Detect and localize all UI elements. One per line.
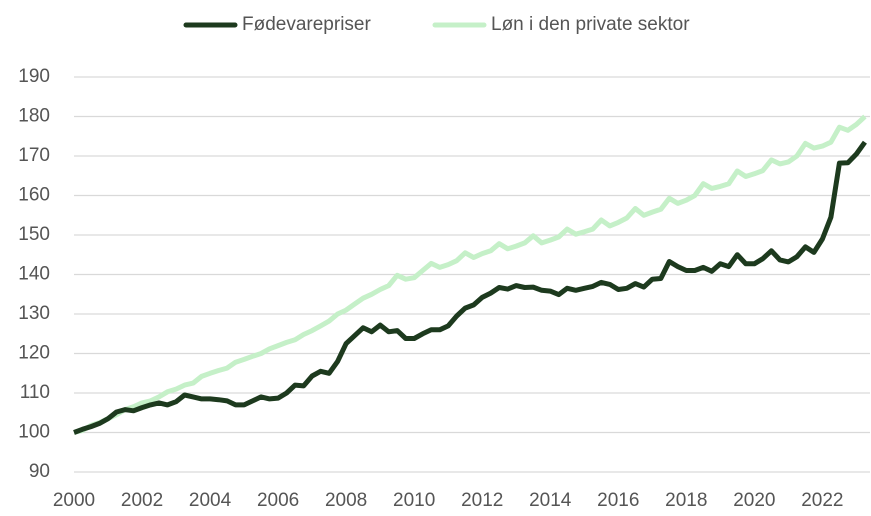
x-tick-label: 2004 bbox=[189, 490, 232, 511]
y-tick-label: 130 bbox=[18, 303, 50, 324]
y-tick-label: 90 bbox=[29, 461, 50, 482]
x-tick-label: 2008 bbox=[325, 490, 367, 511]
x-tick-label: 2014 bbox=[529, 490, 572, 511]
x-tick-label: 2016 bbox=[597, 490, 639, 511]
x-tick-label: 2010 bbox=[393, 490, 435, 511]
y-tick-label: 180 bbox=[18, 106, 50, 127]
legend-label: Løn i den private sektor bbox=[491, 14, 690, 35]
x-tick-label: 2012 bbox=[461, 490, 503, 511]
x-tick-label: 2018 bbox=[665, 490, 707, 511]
y-tick-label: 120 bbox=[18, 343, 50, 364]
x-tick-label: 2002 bbox=[121, 490, 163, 511]
y-tick-label: 190 bbox=[18, 66, 50, 87]
y-tick-label: 150 bbox=[18, 224, 50, 245]
y-tick-label: 170 bbox=[18, 145, 50, 166]
x-tick-label: 2000 bbox=[53, 490, 95, 511]
line bbox=[73, 114, 867, 435]
y-tick-label: 140 bbox=[18, 264, 50, 285]
x-tick-label: 2020 bbox=[733, 490, 775, 511]
y-tick-label: 160 bbox=[18, 185, 50, 206]
y-tick-label: 110 bbox=[20, 382, 50, 403]
x-tick-label: 2022 bbox=[801, 490, 843, 511]
y-tick-label: 100 bbox=[18, 422, 50, 443]
legend-label: Fødevarepriser bbox=[242, 14, 371, 35]
x-tick-label: 2006 bbox=[257, 490, 299, 511]
line bbox=[73, 140, 867, 435]
